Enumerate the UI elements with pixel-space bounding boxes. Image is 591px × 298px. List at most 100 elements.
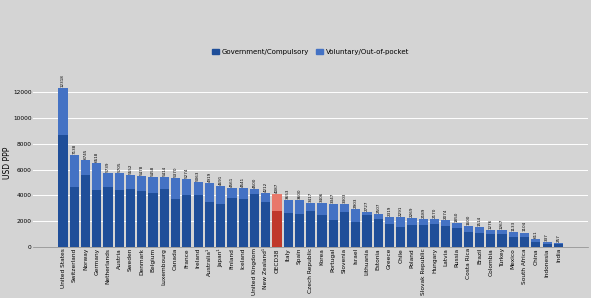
- Text: 2727: 2727: [365, 200, 369, 211]
- Bar: [204, 202, 214, 247]
- Bar: [70, 155, 79, 187]
- Text: 12318: 12318: [61, 74, 65, 87]
- Bar: [193, 195, 203, 247]
- Bar: [92, 163, 102, 190]
- Bar: [261, 202, 270, 247]
- Bar: [228, 198, 236, 247]
- Bar: [250, 189, 259, 194]
- Text: 5414: 5414: [163, 166, 166, 176]
- Bar: [554, 244, 563, 247]
- Bar: [70, 187, 79, 247]
- Text: 2507: 2507: [376, 203, 380, 213]
- Bar: [284, 200, 293, 213]
- Text: 2189: 2189: [421, 207, 426, 218]
- Bar: [182, 179, 191, 195]
- Text: 4212: 4212: [264, 181, 268, 192]
- Text: 5552: 5552: [129, 164, 132, 174]
- Bar: [137, 176, 147, 191]
- Bar: [531, 242, 541, 247]
- Bar: [441, 226, 450, 247]
- Bar: [317, 215, 327, 247]
- Bar: [475, 227, 484, 232]
- Bar: [441, 220, 450, 226]
- Bar: [306, 203, 316, 211]
- Bar: [418, 218, 428, 225]
- Text: 7138: 7138: [72, 144, 76, 154]
- Text: 2319: 2319: [388, 206, 391, 216]
- Bar: [81, 175, 90, 247]
- Text: 5274: 5274: [185, 167, 189, 178]
- Bar: [148, 176, 158, 193]
- Bar: [351, 209, 361, 222]
- Bar: [351, 222, 361, 247]
- Bar: [531, 239, 541, 242]
- Text: 257: 257: [556, 235, 560, 242]
- Text: 5370: 5370: [174, 166, 178, 177]
- Bar: [284, 213, 293, 247]
- Text: 5063: 5063: [196, 170, 200, 181]
- Text: 4691: 4691: [219, 175, 223, 185]
- Bar: [216, 204, 225, 247]
- Text: 4500: 4500: [252, 177, 256, 188]
- Text: 5478: 5478: [140, 165, 144, 175]
- Text: 6745: 6745: [83, 149, 87, 159]
- Text: 1133: 1133: [511, 221, 515, 231]
- Bar: [272, 194, 281, 211]
- Bar: [103, 187, 113, 247]
- Bar: [59, 88, 67, 135]
- Bar: [374, 215, 383, 219]
- Text: 2903: 2903: [354, 198, 358, 208]
- Bar: [543, 242, 552, 244]
- Text: 4561: 4561: [230, 177, 234, 187]
- Text: 3406: 3406: [320, 192, 324, 202]
- Bar: [407, 225, 417, 247]
- Text: 3417: 3417: [309, 192, 313, 202]
- Bar: [475, 232, 484, 247]
- Text: 3303: 3303: [342, 193, 346, 203]
- Bar: [486, 230, 495, 235]
- Bar: [453, 228, 462, 247]
- Bar: [498, 230, 506, 235]
- Text: 5739: 5739: [106, 162, 110, 172]
- Bar: [509, 237, 518, 247]
- Y-axis label: USD PPP: USD PPP: [3, 147, 12, 179]
- Bar: [362, 212, 372, 215]
- Bar: [407, 218, 417, 225]
- Text: 3347: 3347: [331, 192, 335, 203]
- Bar: [498, 235, 506, 247]
- Bar: [103, 173, 113, 187]
- Text: 1267: 1267: [500, 219, 504, 229]
- Text: 2291: 2291: [399, 206, 402, 216]
- Bar: [250, 194, 259, 247]
- Bar: [272, 211, 281, 247]
- Bar: [295, 214, 304, 247]
- Bar: [554, 243, 563, 244]
- Text: 4087: 4087: [275, 183, 279, 193]
- Bar: [126, 175, 135, 189]
- Bar: [464, 226, 473, 232]
- Bar: [464, 232, 473, 247]
- Bar: [329, 220, 338, 247]
- Bar: [92, 190, 102, 247]
- Bar: [362, 215, 372, 247]
- Bar: [374, 219, 383, 247]
- Bar: [160, 177, 169, 189]
- Text: 4919: 4919: [207, 172, 212, 182]
- Text: 1850: 1850: [455, 212, 459, 222]
- Bar: [239, 188, 248, 199]
- Text: 4541: 4541: [241, 177, 245, 187]
- Bar: [396, 227, 405, 247]
- Bar: [385, 217, 394, 224]
- Text: 1104: 1104: [522, 221, 527, 232]
- Bar: [115, 173, 124, 190]
- Text: 5705: 5705: [118, 162, 121, 172]
- Bar: [81, 160, 90, 175]
- Text: 1600: 1600: [466, 215, 470, 225]
- Bar: [160, 189, 169, 247]
- Bar: [340, 212, 349, 247]
- Bar: [193, 181, 203, 195]
- Bar: [261, 193, 270, 202]
- Bar: [486, 235, 495, 247]
- Bar: [204, 184, 214, 202]
- Bar: [453, 223, 462, 228]
